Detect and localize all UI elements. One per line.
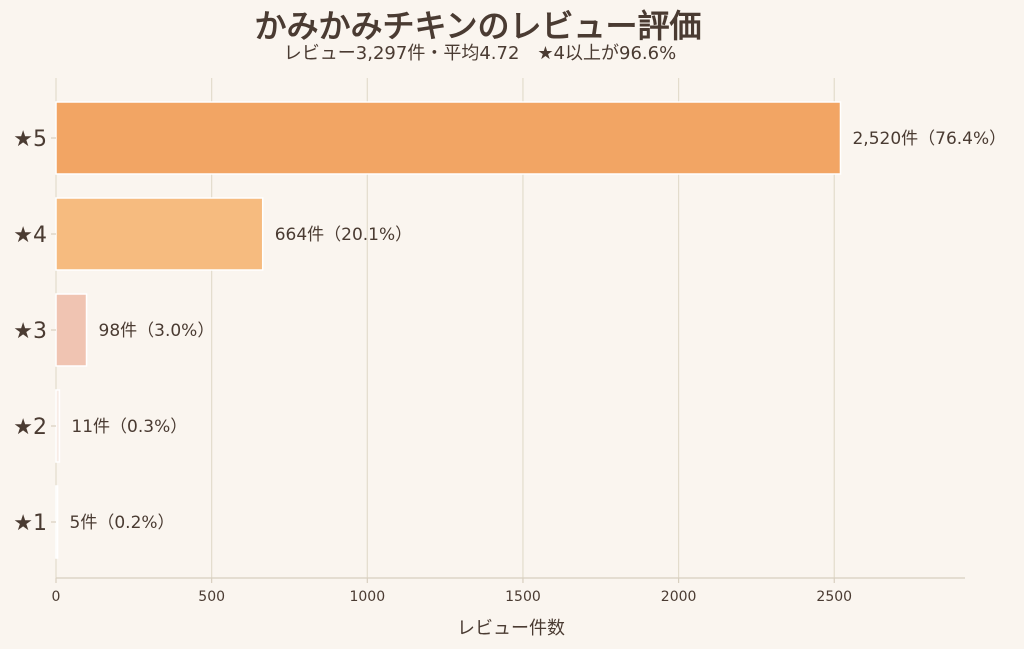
chart-subtitle: レビュー3,297件・平均4.72 ★4以上が96.6% [284, 43, 676, 64]
value-label-2: 11件（0.3%） [71, 417, 187, 437]
category-label-1: ★1 [13, 511, 47, 536]
bar-4 [55, 197, 264, 271]
x-tick-label-2000: 2000 [661, 589, 697, 605]
x-tick-label-1500: 1500 [505, 589, 541, 605]
chart-title: かみかみチキンのレビュー評価 [254, 7, 701, 45]
axes: 0 500 1000 1500 2000 2500 ★5 ★4 ★3 ★2 ★1 [13, 127, 965, 605]
x-tick-label-0: 0 [52, 589, 61, 605]
bars: 2,520件（76.4%） 664件（20.1%） 98件（3.0%） 11件（0.3… [55, 101, 1006, 559]
value-label-5: 2,520件（76.4%） [852, 129, 1006, 149]
x-tick-label-1000: 1000 [349, 589, 385, 605]
bar-1 [55, 485, 59, 559]
x-tick-label-2500: 2500 [816, 589, 852, 605]
value-label-3: 98件（3.0%） [99, 321, 215, 341]
value-label-4: 664件（20.1%） [275, 225, 412, 245]
category-label-2: ★2 [13, 415, 47, 440]
x-tick-label-500: 500 [198, 589, 225, 605]
bar-5 [55, 101, 842, 175]
bar-2 [55, 389, 61, 463]
category-label-5: ★5 [13, 127, 47, 152]
category-label-4: ★4 [13, 223, 47, 248]
bar-3 [55, 293, 88, 367]
value-label-1: 5件（0.2%） [70, 513, 175, 533]
x-axis-title: レビュー件数 [457, 618, 565, 639]
category-label-3: ★3 [13, 319, 47, 344]
